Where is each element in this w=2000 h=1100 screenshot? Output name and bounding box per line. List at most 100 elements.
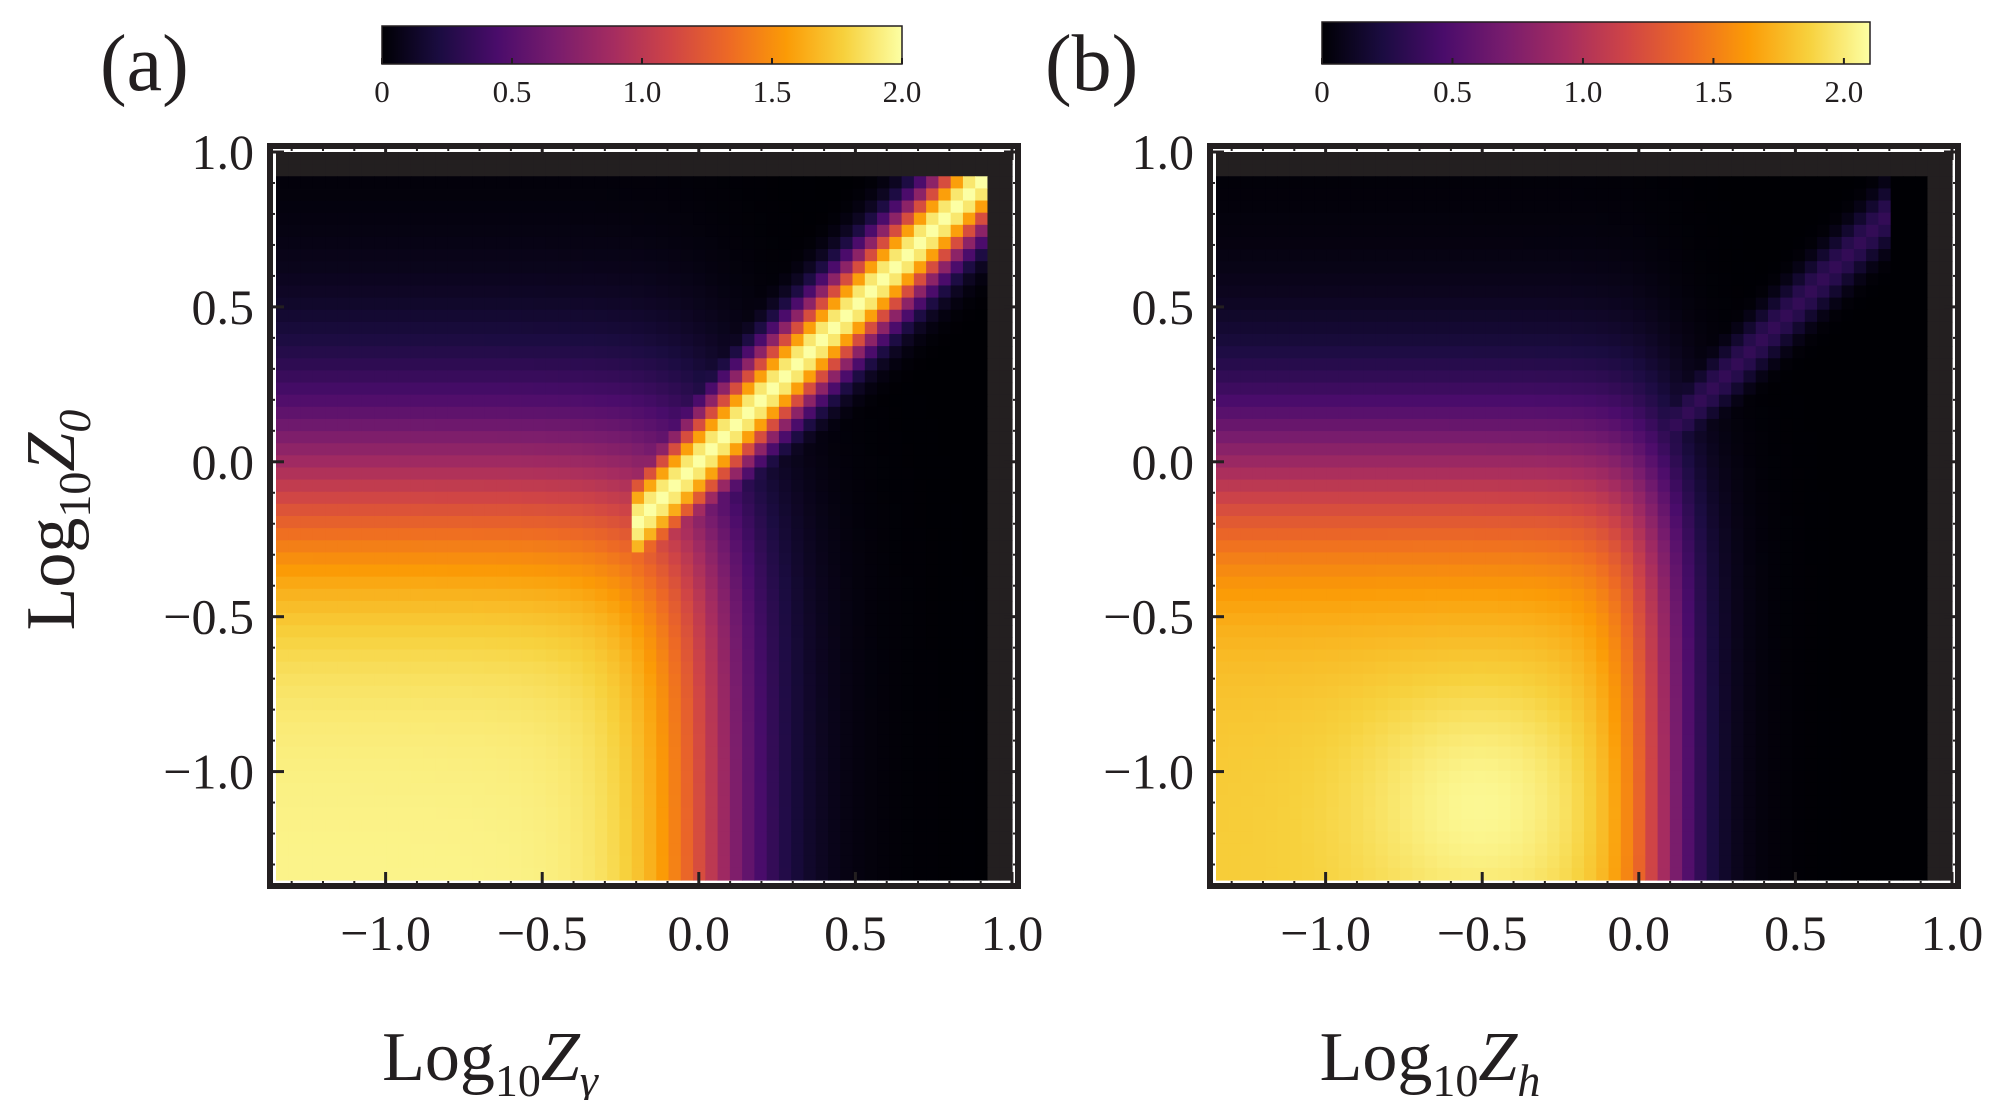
- heatmap-cell: [926, 734, 939, 748]
- heatmap-cell: [312, 297, 326, 311]
- heatmap-cell: [693, 649, 706, 663]
- heatmap-cell: [644, 443, 657, 456]
- heatmap-cell: [337, 212, 351, 226]
- heatmap-cell: [1510, 382, 1524, 396]
- heatmap-cell: [545, 358, 559, 371]
- heatmap-cell: [938, 152, 952, 165]
- heatmap-cell: [435, 285, 449, 299]
- heatmap-cell: [374, 394, 387, 408]
- heatmap-cell: [1682, 370, 1695, 384]
- heatmap-cell: [926, 273, 939, 287]
- heatmap-cell: [717, 200, 731, 214]
- heatmap-cell: [1878, 309, 1892, 323]
- heatmap-cell: [717, 516, 731, 529]
- heatmap-cell: [484, 831, 498, 845]
- heatmap-cell: [913, 637, 927, 651]
- heatmap-cell: [999, 734, 1013, 748]
- heatmap-cell: [447, 467, 461, 481]
- heatmap-cell: [1939, 358, 1953, 371]
- heatmap-cell: [791, 418, 805, 432]
- heatmap-cell: [1694, 285, 1708, 299]
- heatmap-cell: [1804, 261, 1818, 274]
- heatmap-cell: [619, 516, 633, 529]
- heatmap-cell: [337, 722, 351, 735]
- heatmap-cell: [668, 576, 682, 590]
- heatmap-cell: [840, 200, 854, 214]
- heatmap-cell: [337, 746, 351, 760]
- heatmap-cell: [778, 516, 792, 529]
- heatmap-cell: [619, 843, 633, 857]
- heatmap-cell: [1878, 200, 1892, 214]
- heatmap-cell: [594, 528, 608, 541]
- heatmap-cell: [729, 698, 743, 711]
- heatmap-cell: [496, 588, 510, 602]
- heatmap-cell: [791, 491, 805, 505]
- heatmap-cell: [631, 831, 645, 845]
- heatmap-cell: [729, 491, 743, 505]
- heatmap-cell: [729, 819, 743, 833]
- heatmap-cell: [1890, 249, 1904, 262]
- heatmap-cell: [668, 200, 682, 214]
- heatmap-cell: [631, 770, 645, 784]
- heatmap-cell: [987, 176, 1001, 189]
- heatmap-cell: [717, 212, 731, 226]
- heatmap-cell: [999, 588, 1013, 602]
- heatmap-cell: [901, 685, 915, 699]
- heatmap-cell: [815, 552, 829, 566]
- heatmap-cell: [619, 552, 633, 566]
- heatmap-cell: [1473, 297, 1487, 311]
- heatmap-cell: [1682, 358, 1695, 371]
- heatmap-cell: [619, 431, 633, 444]
- heatmap-cell: [496, 516, 510, 529]
- heatmap-cell: [288, 309, 302, 323]
- heatmap-cell: [361, 528, 375, 541]
- heatmap-cell: [325, 370, 338, 384]
- heatmap-cell: [509, 224, 522, 238]
- heatmap-cell: [717, 710, 731, 723]
- heatmap-cell: [1228, 394, 1242, 408]
- heatmap-cell: [545, 685, 559, 699]
- heatmap-cell: [288, 431, 302, 444]
- heatmap-cell: [582, 418, 596, 432]
- heatmap-cell: [791, 455, 805, 469]
- heatmap-cell: [889, 297, 903, 311]
- heatmap-cell: [361, 285, 375, 299]
- heatmap-cell: [361, 613, 375, 626]
- heatmap-cell: [349, 576, 363, 590]
- heatmap-cell: [656, 406, 670, 420]
- heatmap-cell: [778, 224, 792, 238]
- heatmap-cell: [877, 637, 890, 651]
- heatmap-cell: [1792, 321, 1806, 335]
- heatmap-cell: [337, 698, 351, 711]
- heatmap-cell: [1878, 285, 1892, 299]
- heatmap-cell: [656, 625, 670, 638]
- heatmap-cell: [1301, 358, 1315, 371]
- heatmap-cell: [558, 224, 571, 238]
- heatmap-cell: [558, 285, 571, 299]
- heatmap-cell: [1584, 261, 1597, 274]
- heatmap-cell: [1400, 249, 1413, 262]
- heatmap-cell: [877, 334, 890, 347]
- heatmap-cell: [300, 382, 314, 396]
- heatmap-cell: [619, 236, 633, 250]
- heatmap-cell: [1817, 285, 1830, 299]
- heatmap-cell: [962, 467, 976, 481]
- heatmap-cell: [496, 152, 510, 165]
- heatmap-cell: [521, 503, 535, 517]
- heatmap-cell: [361, 722, 375, 735]
- heatmap-cell: [361, 867, 375, 881]
- heatmap-cell: [1326, 249, 1340, 262]
- heatmap-cell: [545, 406, 559, 420]
- heatmap-cell: [1890, 236, 1904, 250]
- heatmap-cell: [766, 564, 780, 578]
- heatmap-cell: [460, 418, 473, 432]
- heatmap-cell: [1939, 321, 1953, 335]
- heatmap-cell: [1694, 370, 1708, 384]
- heatmap-cell: [619, 746, 633, 760]
- heatmap-cell: [386, 152, 400, 165]
- heatmap-cell: [1216, 236, 1229, 250]
- heatmap-cell: [766, 576, 780, 590]
- heatmap-cell: [1669, 346, 1683, 359]
- heatmap-cell: [386, 867, 400, 881]
- heatmap-cell: [312, 819, 326, 833]
